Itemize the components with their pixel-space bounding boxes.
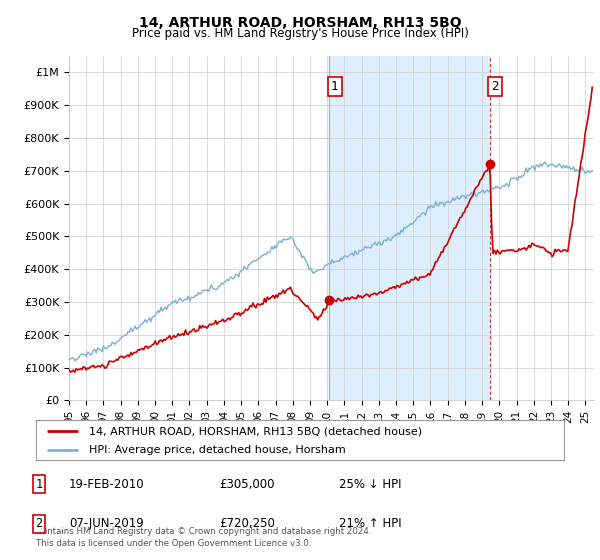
Text: HPI: Average price, detached house, Horsham: HPI: Average price, detached house, Hors… xyxy=(89,445,346,455)
Text: 21% ↑ HPI: 21% ↑ HPI xyxy=(339,517,401,530)
Text: 25% ↓ HPI: 25% ↓ HPI xyxy=(339,478,401,491)
Bar xyxy=(329,56,490,400)
Text: 19-FEB-2010: 19-FEB-2010 xyxy=(69,478,145,491)
Text: Contains HM Land Registry data © Crown copyright and database right 2024.
This d: Contains HM Land Registry data © Crown c… xyxy=(36,527,371,548)
Text: 1: 1 xyxy=(35,478,43,491)
Text: 2: 2 xyxy=(491,80,499,93)
Text: £720,250: £720,250 xyxy=(219,517,275,530)
Text: 14, ARTHUR ROAD, HORSHAM, RH13 5BQ: 14, ARTHUR ROAD, HORSHAM, RH13 5BQ xyxy=(139,16,461,30)
Text: £305,000: £305,000 xyxy=(219,478,275,491)
Text: 2: 2 xyxy=(35,517,43,530)
Text: 1: 1 xyxy=(331,80,338,93)
Text: 07-JUN-2019: 07-JUN-2019 xyxy=(69,517,144,530)
Text: Price paid vs. HM Land Registry's House Price Index (HPI): Price paid vs. HM Land Registry's House … xyxy=(131,27,469,40)
Text: 14, ARTHUR ROAD, HORSHAM, RH13 5BQ (detached house): 14, ARTHUR ROAD, HORSHAM, RH13 5BQ (deta… xyxy=(89,426,422,436)
